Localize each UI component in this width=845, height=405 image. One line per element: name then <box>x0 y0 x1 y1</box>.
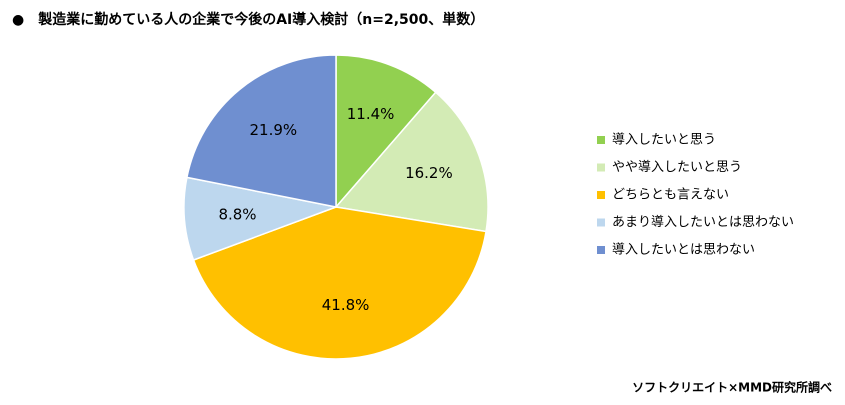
data-label: 21.9% <box>249 121 297 139</box>
data-label: 41.8% <box>322 296 370 314</box>
data-label: 16.2% <box>405 164 453 182</box>
legend-swatch <box>597 218 605 227</box>
legend-label: どちらとも言えない <box>612 188 729 203</box>
legend-label: 導入したいと思う <box>612 133 716 148</box>
chart-title: ● 製造業に勤めている人の企業で今後のAI導入検討（n=2,500、単数） <box>12 11 484 28</box>
legend-swatch <box>597 136 605 144</box>
legend-label: あまり導入したいとは思わない <box>612 215 794 230</box>
data-label: 11.4% <box>347 105 395 123</box>
source-note: ソフトクリエイト×MMD研究所調べ <box>632 380 832 395</box>
data-label: 8.8% <box>218 205 256 223</box>
legend-label: 導入したいとは思わない <box>612 243 755 258</box>
pie-slice <box>186 54 337 208</box>
legend-swatch <box>597 246 605 254</box>
pie-slice <box>192 206 487 360</box>
legend-swatch <box>597 191 605 199</box>
pie-slice <box>335 54 437 210</box>
pie-slice <box>334 91 489 233</box>
legend-label: やや導入したいと思う <box>612 160 742 175</box>
pie-slice <box>183 176 339 261</box>
legend-swatch <box>597 163 605 172</box>
